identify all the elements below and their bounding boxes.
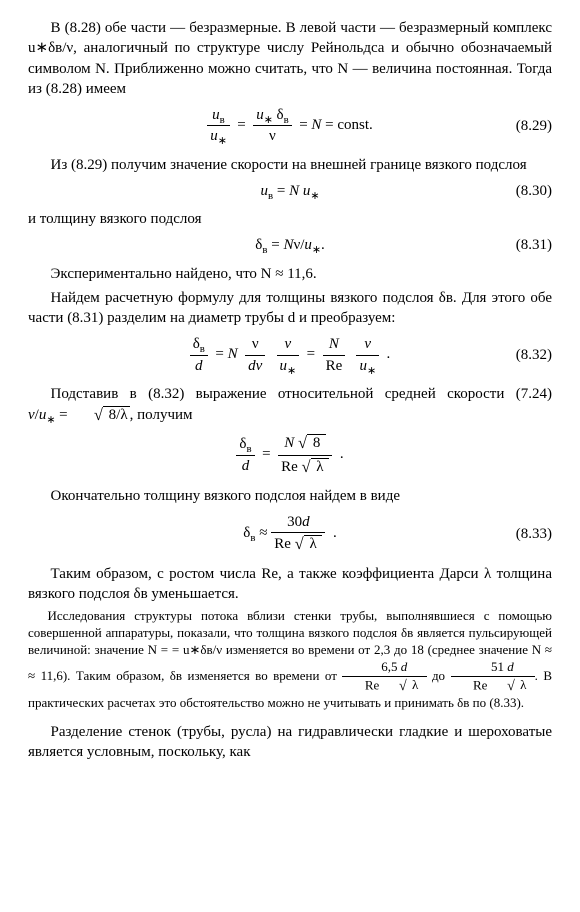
- paragraph-3: и толщину вязкого подслоя: [28, 209, 552, 229]
- paragraph-8: Таким образом, с ростом числа Re, а такж…: [28, 564, 552, 605]
- paragraph-2: Из (8.29) получим значение скорости на в…: [28, 155, 552, 175]
- paragraph-5: Найдем расчетную формулу для толщины вяз…: [28, 288, 552, 329]
- paragraph-9: Исследования структуры потока вблизи сте…: [28, 608, 552, 712]
- equation-8-29: uвu∗ = u∗ δвν = N = const. (8.29): [28, 105, 552, 147]
- equation-8-30: uв = N u∗ (8.30): [28, 181, 552, 201]
- equation-8-31: δв = Nν/u∗. (8.31): [28, 235, 552, 255]
- equation-8-33: δв ≈ 30d Re λ . (8.33): [28, 512, 552, 556]
- eq-num-8-31: (8.31): [516, 235, 552, 255]
- paragraph-10: Разделение стенок (трубы, русла) на гидр…: [28, 722, 552, 763]
- paragraph-4: Экспериментально найдено, что N ≈ 11,6.: [28, 264, 552, 284]
- equation-8-32: δвd = N νdv vu∗ = NRe vu∗ . (8.32): [28, 334, 552, 376]
- paragraph-6a: Подставив в (8.32) выражение относительн…: [51, 386, 553, 402]
- eq-num-8-30: (8.30): [516, 181, 552, 201]
- equation-unnumbered-1: δвd = N 8 Re λ .: [28, 432, 552, 478]
- paragraph-6: Подставив в (8.32) выражение относительн…: [28, 384, 552, 427]
- paragraph-7: Окончательно толщину вязкого подслоя най…: [28, 486, 552, 506]
- eq-num-8-29: (8.29): [516, 116, 552, 136]
- eq-num-8-32: (8.32): [516, 345, 552, 365]
- paragraph-9b: до: [427, 668, 451, 683]
- eq-num-8-33: (8.33): [516, 524, 552, 544]
- paragraph-1: В (8.28) обе части — безразмерные. В лев…: [28, 18, 552, 99]
- paragraph-6b: , получим: [130, 407, 193, 423]
